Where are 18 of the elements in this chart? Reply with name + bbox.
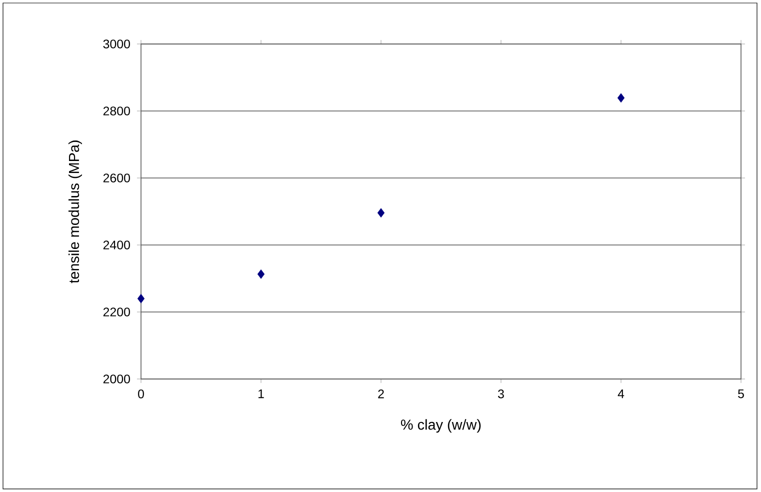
x-tick-label: 4 <box>618 390 624 398</box>
y-tick-label: 2800 <box>103 106 130 116</box>
y-tick-label: 2200 <box>103 308 130 316</box>
y-tick-label: 2600 <box>103 174 130 182</box>
point <box>377 208 385 218</box>
x-tick-label: 0 <box>138 390 144 398</box>
point <box>257 269 265 279</box>
x-axis-title: % clay (w/w) <box>400 419 481 433</box>
point <box>137 294 145 304</box>
y-tick-label: 2400 <box>103 240 130 250</box>
x-tick-label: 3 <box>498 390 504 398</box>
x-tick-label: 1 <box>258 390 264 398</box>
y-tick-label: 3000 <box>103 40 130 48</box>
x-tick-label: 2 <box>378 390 384 398</box>
y-tick-label: 2000 <box>103 374 130 384</box>
x-tick-label: 5 <box>738 390 744 398</box>
y-axis-title: tensile modulus (MPa) <box>68 140 82 284</box>
point <box>617 93 625 103</box>
